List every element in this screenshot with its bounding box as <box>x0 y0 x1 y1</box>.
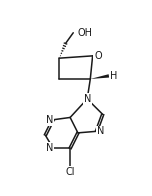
Text: N: N <box>46 115 53 125</box>
Text: OH: OH <box>77 28 92 38</box>
Text: O: O <box>94 51 102 61</box>
Text: N: N <box>46 143 53 153</box>
Polygon shape <box>90 74 109 79</box>
Text: H: H <box>110 71 117 81</box>
Text: Cl: Cl <box>65 167 75 177</box>
Text: N: N <box>97 126 104 136</box>
Text: N: N <box>83 94 91 104</box>
